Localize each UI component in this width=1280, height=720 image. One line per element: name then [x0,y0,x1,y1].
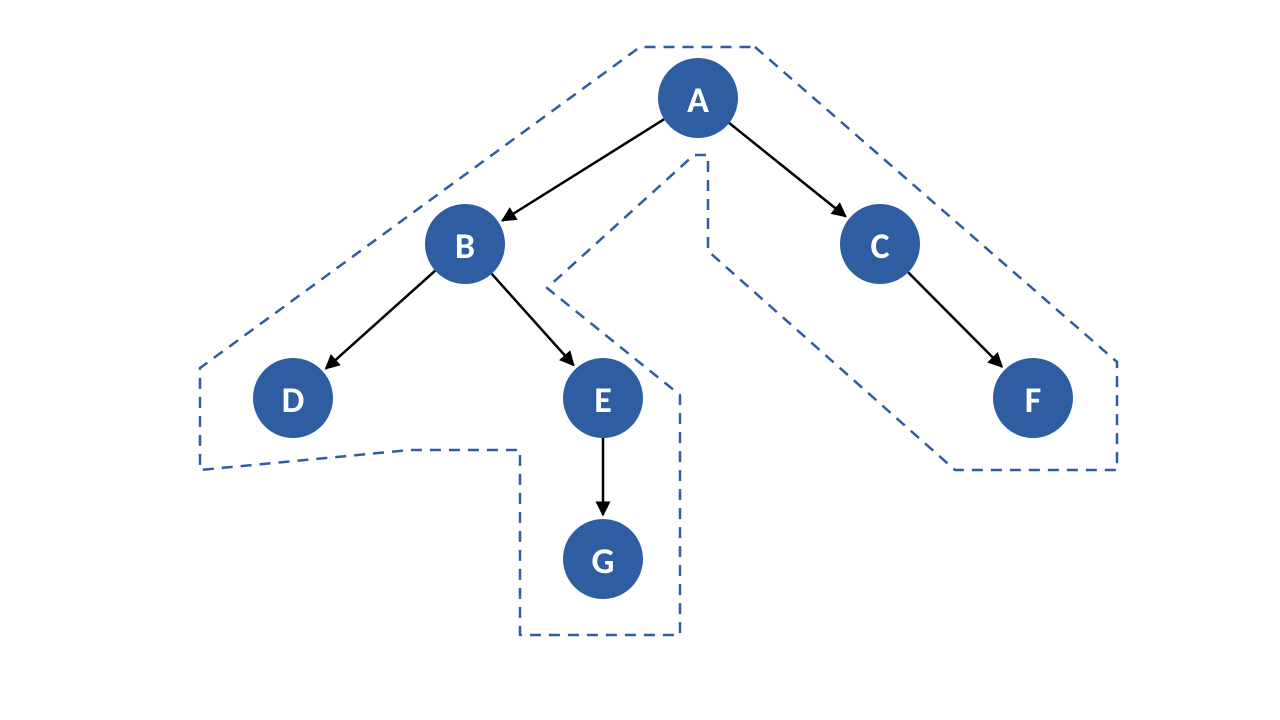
edge-B-E [492,274,574,365]
node-E: E [563,358,643,438]
tree-diagram: A B C D E F G [0,0,1280,720]
node-A: A [658,58,738,138]
node-D: D [253,358,333,438]
node-E-label: E [594,378,612,422]
node-D-label: D [282,378,305,422]
edge-C-F [908,272,1002,366]
node-G-label: G [592,539,615,583]
node-B: B [425,204,505,284]
node-F-label: F [1025,378,1042,422]
traversal-outline [200,47,1117,635]
node-A-label: A [687,78,709,122]
edge-B-D [326,271,435,369]
node-B-label: B [455,224,475,268]
node-G: G [563,519,643,599]
edge-A-C [729,123,845,216]
node-C-label: C [870,224,889,268]
node-F: F [993,358,1073,438]
node-C: C [840,204,920,284]
